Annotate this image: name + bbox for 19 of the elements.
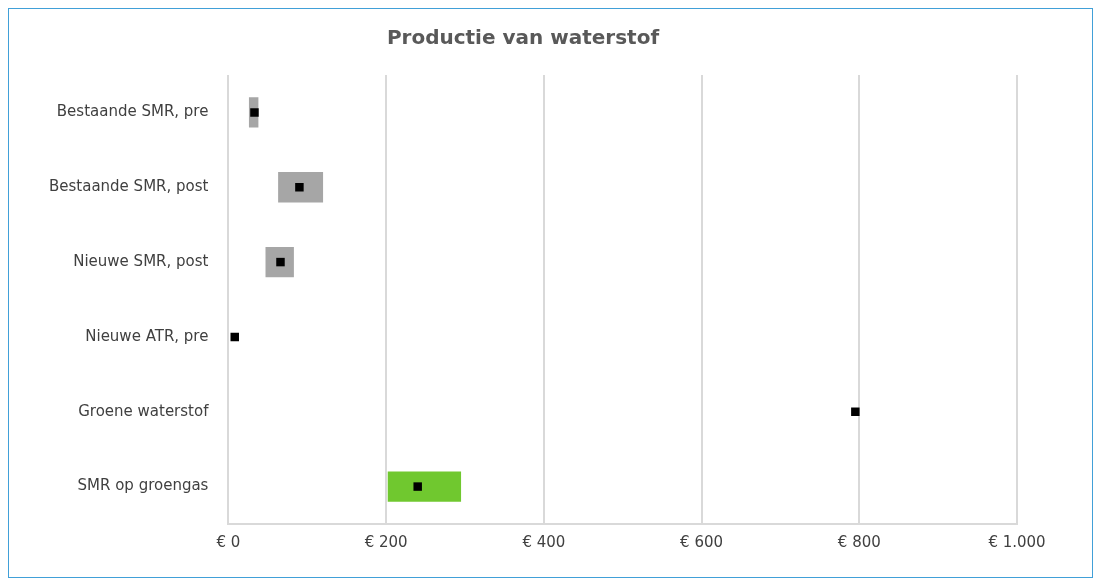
x-tick-label: € 400 xyxy=(522,532,566,551)
y-tick-label: Bestaande SMR, post xyxy=(48,177,209,196)
y-tick-label: Bestaande SMR, pre xyxy=(56,102,209,121)
x-tick-label: € 800 xyxy=(837,532,881,551)
x-tick-label: € 1.000 xyxy=(988,532,1046,551)
bar xyxy=(278,172,324,203)
point xyxy=(413,482,422,491)
point xyxy=(851,407,860,416)
x-tick-label: € 200 xyxy=(364,532,408,551)
y-tick-label: Groene waterstof xyxy=(78,401,210,420)
y-tick-label: SMR op groengas xyxy=(77,476,209,495)
y-tick-label: Nieuwe ATR, pre xyxy=(85,326,209,345)
y-tick-label: Nieuwe SMR, post xyxy=(73,251,209,270)
bar xyxy=(387,471,462,502)
chart-title: Productie van waterstof xyxy=(386,25,660,50)
x-tick-label: € 0 xyxy=(216,532,241,551)
point xyxy=(295,183,304,192)
bar xyxy=(265,246,294,278)
x-tick-label: € 600 xyxy=(680,532,724,551)
